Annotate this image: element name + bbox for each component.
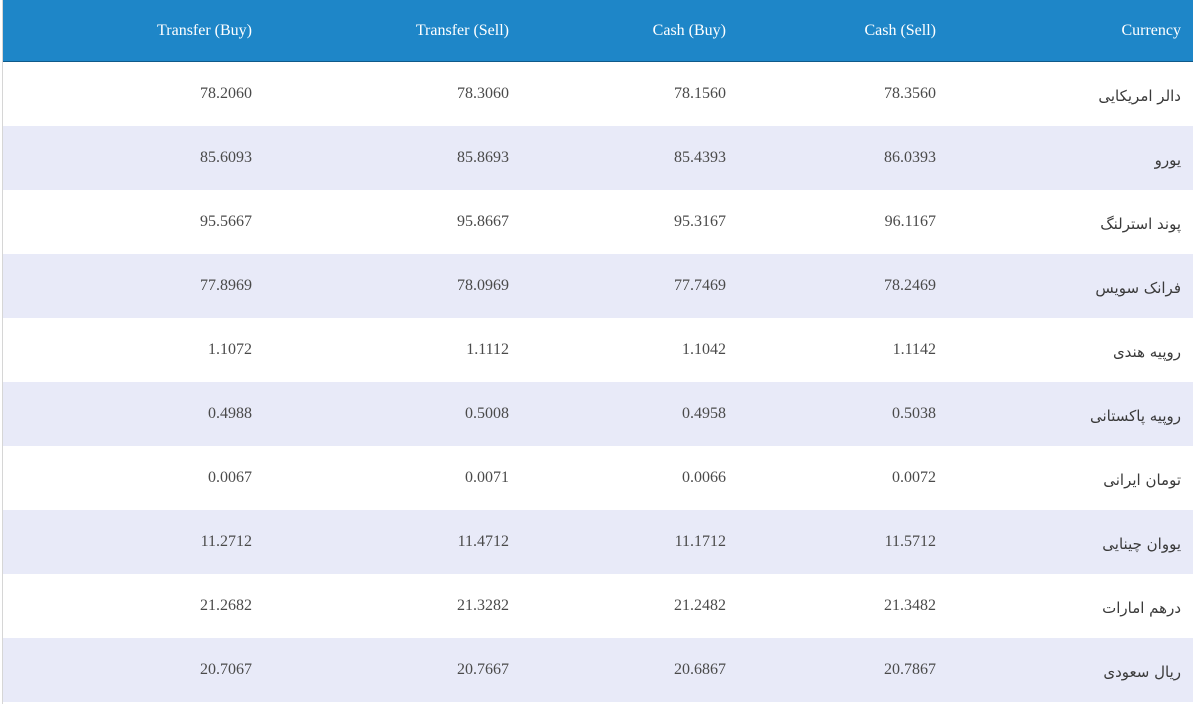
transfer-sell-cell: 1.1112: [466, 341, 509, 358]
transfer-sell-cell: 11.4712: [457, 533, 509, 550]
transfer-sell-cell: 20.7667: [457, 661, 509, 678]
header-transfer-buy[interactable]: Transfer (Buy): [157, 21, 252, 39]
transfer-buy-cell: 1.1072: [208, 341, 252, 358]
table-row: 11.2712 11.4712 11.1712 11.5712 یووان چی…: [3, 510, 1193, 574]
cash-buy-cell: 21.2482: [674, 597, 726, 614]
header-cash-sell[interactable]: Cash (Sell): [864, 21, 936, 39]
table-row: 1.1072 1.1112 1.1042 1.1142 روپیه هندی: [3, 318, 1193, 382]
transfer-buy-cell: 11.2712: [200, 533, 252, 550]
currency-name-cell: فرانک سویس: [1095, 279, 1181, 297]
header-cash-buy[interactable]: Cash (Buy): [652, 21, 726, 39]
transfer-sell-cell: 95.8667: [457, 213, 509, 230]
currency-name-cell: پوند استرلنگ: [1100, 215, 1181, 233]
currency-name-cell: روپیه پاکستانی: [1089, 407, 1181, 425]
currency-name-cell: یووان چینایی: [1102, 535, 1181, 553]
cash-buy-cell: 95.3167: [674, 213, 726, 230]
table-header: Transfer (Buy) Transfer (Sell) Cash (Buy…: [3, 0, 1193, 62]
cash-sell-cell: 20.7867: [884, 661, 936, 678]
cash-sell-cell: 78.3560: [884, 85, 936, 102]
cash-buy-cell: 1.1042: [682, 341, 726, 358]
table-row: 0.4988 0.5008 0.4958 0.5038 روپیه پاکستا…: [3, 382, 1193, 446]
header-currency[interactable]: Currency: [1121, 21, 1181, 39]
cash-sell-cell: 0.0072: [892, 469, 936, 486]
cash-buy-cell: 0.0066: [682, 469, 726, 486]
currency-name-cell: تومان ایرانی: [1103, 471, 1181, 489]
currency-name-cell: ریال سعودی: [1103, 663, 1181, 681]
cash-buy-cell: 11.1712: [674, 533, 726, 550]
table-row: 85.6093 85.8693 85.4393 86.0393 یورو: [3, 126, 1193, 190]
currency-name-cell: درهم امارات: [1102, 599, 1181, 617]
transfer-sell-cell: 78.3060: [457, 85, 509, 102]
transfer-buy-cell: 95.5667: [200, 213, 252, 230]
currency-name-cell: یورو: [1154, 151, 1181, 169]
transfer-buy-cell: 78.2060: [200, 85, 252, 102]
transfer-sell-cell: 21.3282: [457, 597, 509, 614]
table-row: 78.2060 78.3060 78.1560 78.3560 دالر امر…: [3, 62, 1193, 126]
transfer-buy-cell: 0.0067: [208, 469, 252, 486]
cash-buy-cell: 20.6867: [674, 661, 726, 678]
transfer-buy-cell: 85.6093: [200, 149, 252, 166]
cash-sell-cell: 21.3482: [884, 597, 936, 614]
cash-buy-cell: 77.7469: [674, 277, 726, 294]
transfer-buy-cell: 21.2682: [200, 597, 252, 614]
transfer-sell-cell: 78.0969: [457, 277, 509, 294]
cash-buy-cell: 85.4393: [674, 149, 726, 166]
cash-sell-cell: 86.0393: [884, 149, 936, 166]
cash-buy-cell: 0.4958: [682, 405, 726, 422]
table-row: 95.5667 95.8667 95.3167 96.1167 پوند است…: [3, 190, 1193, 254]
table-row: 20.7067 20.7667 20.6867 20.7867 ریال سعو…: [3, 638, 1193, 702]
table-row: 77.8969 78.0969 77.7469 78.2469 فرانک سو…: [3, 254, 1193, 318]
transfer-buy-cell: 77.8969: [200, 277, 252, 294]
transfer-buy-cell: 20.7067: [200, 661, 252, 678]
transfer-sell-cell: 0.0071: [465, 469, 509, 486]
transfer-buy-cell: 0.4988: [208, 405, 252, 422]
transfer-sell-cell: 0.5008: [465, 405, 509, 422]
cash-sell-cell: 96.1167: [884, 213, 936, 230]
currency-name-cell: دالر امریکایی: [1098, 87, 1181, 105]
cash-buy-cell: 78.1560: [674, 85, 726, 102]
cash-sell-cell: 11.5712: [884, 533, 936, 550]
cash-sell-cell: 0.5038: [892, 405, 936, 422]
cash-sell-cell: 1.1142: [892, 341, 936, 358]
currency-name-cell: روپیه هندی: [1112, 343, 1181, 361]
transfer-sell-cell: 85.8693: [457, 149, 509, 166]
table-row: 0.0067 0.0071 0.0066 0.0072 تومان ایرانی: [3, 446, 1193, 510]
cash-sell-cell: 78.2469: [884, 277, 936, 294]
table-row: 21.2682 21.3282 21.2482 21.3482 درهم اما…: [3, 574, 1193, 638]
header-transfer-sell[interactable]: Transfer (Sell): [415, 21, 509, 39]
